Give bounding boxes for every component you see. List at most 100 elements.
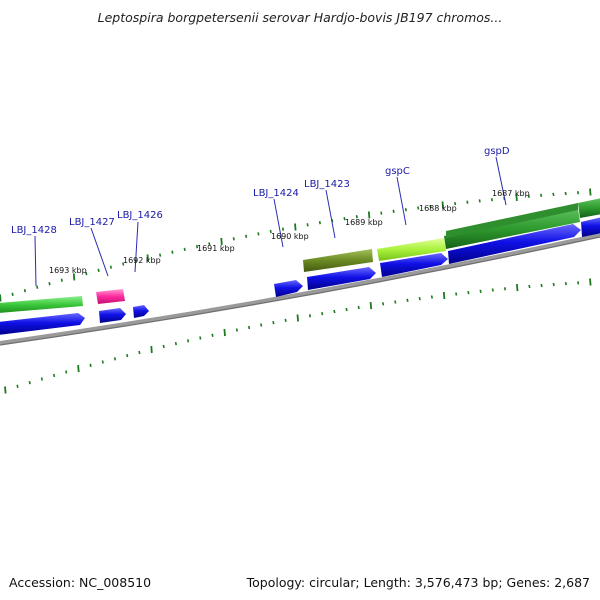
- feature-block-gspd: [444, 208, 580, 249]
- tick-major: [294, 223, 297, 231]
- tick-minor: [343, 217, 346, 221]
- tick-minor: [23, 289, 26, 293]
- tick-major: [77, 365, 80, 373]
- tick-major: [441, 201, 444, 209]
- kbp-label-1689: 1689 kbp: [345, 218, 383, 227]
- tick-minor: [122, 262, 125, 266]
- tick-minor: [552, 192, 555, 197]
- tick-minor: [60, 278, 63, 282]
- tick-minor: [382, 302, 385, 306]
- tick-minor: [406, 298, 409, 302]
- kbp-label-1691: 1691 kbp: [197, 244, 235, 253]
- tick-minor: [89, 363, 92, 367]
- tick-minor: [211, 333, 214, 337]
- leader-lbj1427: [90, 227, 109, 277]
- cds-arrow-right-edge: [581, 217, 600, 237]
- tick-major: [369, 302, 373, 310]
- backbone-ring: [0, 233, 600, 345]
- tick-major: [0, 294, 2, 302]
- leader-gspc: [396, 176, 407, 226]
- tick-minor: [429, 204, 432, 209]
- tick-minor: [232, 237, 235, 241]
- kbp-label-1690: 1690 kbp: [271, 232, 309, 241]
- tick-minor: [208, 242, 211, 246]
- tick-minor: [245, 234, 248, 238]
- tick-minor: [138, 350, 141, 355]
- tick-minor: [357, 305, 360, 310]
- tick-major: [589, 188, 592, 196]
- tick-minor: [284, 318, 287, 322]
- tick-minor: [394, 300, 397, 304]
- tick-minor: [540, 193, 543, 197]
- tick-minor: [576, 191, 580, 195]
- summary-text: Topology: circular; Length: 3,576,473 bp…: [246, 575, 590, 590]
- cds-arrow-lbj1424: [274, 280, 303, 297]
- tick-minor: [308, 314, 312, 318]
- cds-arrow-lbj1427: [99, 308, 126, 323]
- tick-minor: [552, 282, 555, 287]
- tick-minor: [16, 384, 19, 388]
- tick-minor: [418, 296, 421, 301]
- tick-minor: [174, 341, 177, 346]
- feature-block-lbj1424: [303, 249, 373, 272]
- tick-major: [72, 273, 76, 281]
- leader-gspd: [495, 156, 507, 206]
- tick-minor: [65, 370, 68, 374]
- feature-block-lbj1427: [96, 289, 125, 304]
- tick-minor: [159, 253, 162, 257]
- kbp-label-1688: 1688 kbp: [419, 204, 457, 213]
- tick-major: [223, 329, 226, 337]
- gene-label-lbj1426: LBJ_1426: [117, 210, 163, 221]
- leader-lbj1428: [34, 235, 37, 287]
- gene-label-lines: [34, 156, 507, 287]
- tick-minor: [195, 245, 199, 249]
- tick-minor: [478, 199, 481, 203]
- tick-major: [146, 254, 149, 262]
- tick-major: [150, 345, 153, 354]
- tick-minor: [48, 282, 51, 286]
- feature-block-gspd-upper: [446, 203, 578, 238]
- tick-minor: [318, 221, 321, 225]
- feature-block-lbj1428: [0, 296, 83, 313]
- tick-major: [442, 291, 446, 300]
- tick-minor: [257, 232, 260, 236]
- leader-lbj1424: [273, 198, 284, 248]
- tick-minor: [97, 268, 100, 272]
- tick-major: [296, 314, 299, 322]
- cds-arrow-gspd: [448, 224, 581, 264]
- tick-minor: [528, 284, 531, 289]
- gene-label-lbj1427: LBJ_1427: [69, 217, 115, 228]
- tick-minor: [260, 323, 263, 327]
- tick-minor: [466, 200, 469, 204]
- backbone-ring-shadow: [0, 236, 600, 346]
- tick-minor: [479, 289, 482, 293]
- tick-minor: [527, 194, 530, 198]
- cds-arrow-lbj1428: [0, 313, 85, 335]
- tick-minor: [272, 320, 275, 325]
- tick-minor: [430, 295, 433, 299]
- tick-minor: [11, 292, 14, 296]
- tick-minor: [345, 307, 348, 312]
- tick-minor: [109, 265, 112, 269]
- tick-minor: [248, 325, 251, 330]
- tick-minor: [454, 201, 457, 206]
- tick-minor: [101, 360, 104, 364]
- tick-minor: [467, 290, 470, 295]
- tick-minor: [85, 271, 88, 276]
- tick-major: [589, 278, 592, 286]
- map-title: Leptospira borgpetersenii serovar Hardjo…: [97, 10, 503, 25]
- accession-text: Accession: NC_008510: [9, 575, 152, 590]
- tick-major: [220, 237, 223, 245]
- tick-minor: [126, 353, 129, 358]
- cds-arrow-lbj1423: [307, 267, 376, 290]
- tick-minor: [113, 357, 117, 361]
- tick-minor: [540, 283, 543, 288]
- leader-lbj1426: [134, 221, 139, 273]
- tick-minor: [333, 309, 336, 314]
- tick-minor: [281, 227, 285, 231]
- kbp-label-1692: 1692 kbp: [123, 256, 161, 265]
- tick-major: [367, 211, 371, 219]
- tick-minor: [577, 281, 580, 285]
- feature-block-gspc: [377, 238, 446, 261]
